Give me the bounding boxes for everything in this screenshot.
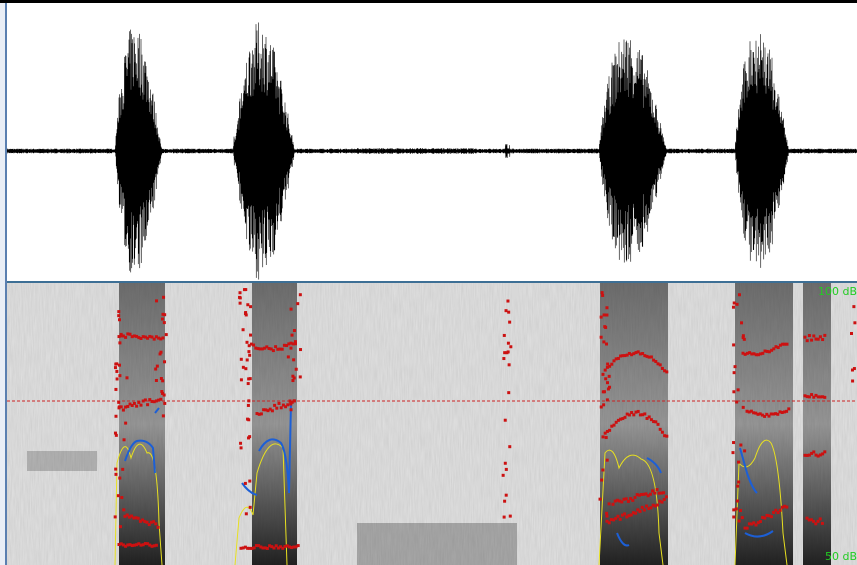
waveform-plot[interactable]	[7, 3, 857, 281]
spectrogram-plot[interactable]	[7, 283, 857, 565]
waveform-pane[interactable]	[7, 3, 857, 281]
db-top-label: 100 dB	[817, 285, 857, 298]
db-bottom-label: 50 dB	[824, 550, 857, 563]
spectrogram-pane[interactable]: 100 dB 50 dB	[7, 283, 857, 565]
pane-left-edge	[0, 3, 7, 565]
pane-separator[interactable]	[7, 281, 857, 283]
